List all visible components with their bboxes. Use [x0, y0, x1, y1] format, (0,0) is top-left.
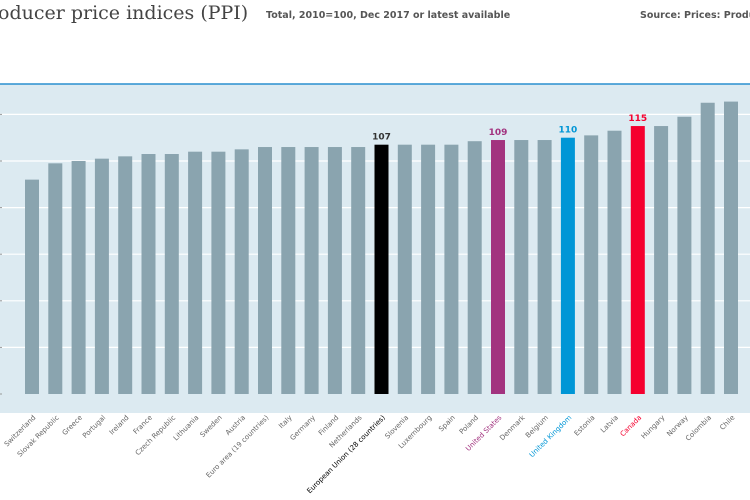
bar — [234, 149, 249, 394]
bar — [351, 147, 366, 394]
bar — [537, 140, 552, 394]
chart-title: oducer price indices (PPI) — [0, 2, 249, 24]
x-tick-label: Poland — [458, 414, 480, 436]
bar — [25, 179, 39, 394]
bar — [397, 144, 412, 394]
bar — [677, 116, 692, 394]
bar — [560, 137, 575, 394]
x-tick-label: Italy — [277, 414, 293, 430]
bar — [630, 126, 645, 395]
bar — [374, 144, 389, 394]
x-tick-label: Lithuania — [172, 414, 201, 443]
chart-source: Source: Prices: Producer p — [640, 10, 750, 21]
bar — [327, 147, 342, 394]
x-tick-label: Spain — [437, 414, 456, 433]
x-tick-label: France — [132, 414, 154, 436]
x-tick-label: Germany — [289, 414, 317, 442]
x-tick-label: Sweden — [199, 414, 224, 439]
bar — [700, 102, 715, 394]
bar — [491, 140, 505, 394]
bar — [304, 147, 319, 394]
x-tick-label: Slovak Republic — [16, 414, 61, 459]
bar — [48, 163, 63, 394]
bar — [211, 151, 226, 394]
bar — [421, 144, 436, 394]
x-tick-label: Portugal — [81, 414, 107, 440]
bar — [118, 156, 133, 394]
bar — [281, 147, 296, 394]
x-tick-label: Latvia — [599, 414, 620, 435]
x-tick-label: Colombia — [684, 414, 713, 443]
data-label: 110 — [559, 126, 578, 136]
bar — [71, 161, 86, 394]
x-tick-label: Czech Republic — [134, 414, 177, 457]
x-tick-label: Austria — [224, 414, 247, 437]
x-tick-label: Ireland — [108, 414, 131, 437]
bar — [444, 144, 459, 394]
bar — [94, 158, 109, 394]
x-tick-label: Denmark — [498, 413, 527, 442]
bar — [607, 130, 622, 394]
data-label: 107 — [372, 133, 391, 143]
x-tick-label: Estonia — [573, 414, 597, 438]
bar — [724, 101, 738, 395]
bar — [467, 141, 482, 394]
bar — [164, 154, 179, 394]
x-tick-label: Chile — [718, 414, 736, 432]
data-label: 115 — [628, 114, 647, 124]
bar — [141, 154, 156, 394]
bar — [258, 147, 272, 394]
bar — [654, 126, 669, 395]
chart-subtitle: Total, 2010=100, Dec 2017 or latest avai… — [266, 10, 511, 21]
x-tick-label: Hungary — [640, 414, 667, 441]
bar — [188, 151, 203, 394]
data-label: 109 — [489, 128, 508, 138]
x-tick-label: United Kingdom — [528, 414, 574, 460]
bar — [514, 140, 529, 394]
bar — [584, 135, 599, 394]
